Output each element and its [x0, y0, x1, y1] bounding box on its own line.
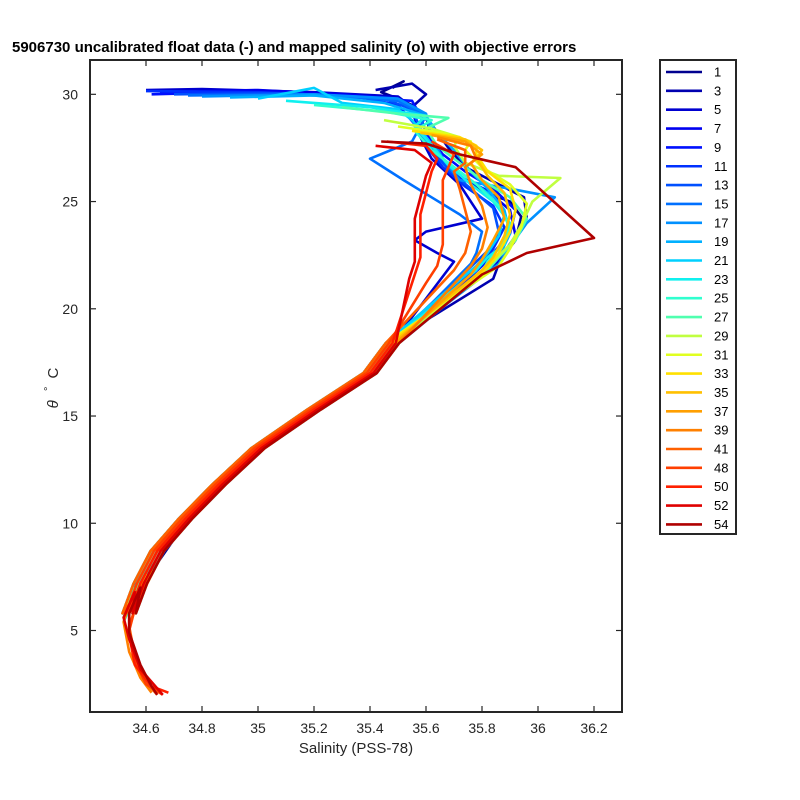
- legend-label-41: 41: [714, 442, 728, 457]
- y-tick-label: 20: [62, 301, 78, 317]
- legend-label-52: 52: [714, 498, 728, 513]
- x-tick-label: 35.4: [356, 720, 383, 736]
- x-axis-ticks: 34.6 34.8 35 35.2 35.4 35.6 35.8 36 36.2: [132, 60, 608, 736]
- series-lines: [121, 80, 596, 696]
- y-tick-label: 5: [70, 623, 78, 639]
- y-tick-label: 10: [62, 515, 78, 531]
- x-tick-label: 35: [250, 720, 266, 736]
- x-axis-label: Salinity (PSS-78): [299, 740, 413, 757]
- legend-label-25: 25: [714, 291, 728, 306]
- y-tick-label: 15: [62, 408, 78, 424]
- legend-items: 1357911131517192123252729313335373941485…: [666, 65, 728, 532]
- y-axis-ticks: 5 10 15 20 25 30: [62, 86, 622, 639]
- legend-label-35: 35: [714, 385, 728, 400]
- legend-label-17: 17: [714, 215, 728, 230]
- legend-label-23: 23: [714, 272, 728, 287]
- chart-title: 5906730 uncalibrated float data (-) and …: [12, 39, 576, 56]
- legend-label-50: 50: [714, 479, 728, 494]
- legend: 1357911131517192123252729313335373941485…: [659, 59, 737, 535]
- x-tick-label: 36: [530, 720, 546, 736]
- x-tick-label: 35.2: [300, 720, 327, 736]
- plot-frame: [89, 59, 623, 713]
- legend-label-21: 21: [714, 253, 728, 268]
- legend-label-3: 3: [714, 83, 721, 98]
- x-tick-label: 36.2: [580, 720, 607, 736]
- legend-label-39: 39: [714, 423, 728, 438]
- y-axis-label-symbol: θ: [45, 400, 62, 408]
- legend-label-13: 13: [714, 178, 728, 193]
- y-axis-label: θ ° C: [39, 367, 62, 408]
- legend-label-5: 5: [714, 102, 721, 117]
- legend-label-31: 31: [714, 347, 728, 362]
- legend-label-54: 54: [714, 517, 728, 532]
- series-line-52: [122, 144, 433, 696]
- x-tick-label: 34.6: [132, 720, 159, 736]
- legend-label-7: 7: [714, 121, 721, 136]
- y-axis-label-unit: C: [45, 367, 62, 378]
- svg-text:θ ° C: θ ° C: [39, 367, 62, 408]
- legend-label-11: 11: [714, 159, 728, 174]
- legend-label-15: 15: [714, 196, 728, 211]
- x-tick-label: 34.8: [188, 720, 215, 736]
- legend-label-19: 19: [714, 234, 728, 249]
- legend-label-9: 9: [714, 140, 721, 155]
- legend-label-1: 1: [714, 65, 721, 80]
- series-line-54: [127, 140, 596, 696]
- legend-label-48: 48: [714, 460, 728, 475]
- y-tick-label: 30: [62, 86, 78, 102]
- y-tick-label: 25: [62, 194, 78, 210]
- x-tick-label: 35.8: [468, 720, 495, 736]
- legend-label-37: 37: [714, 404, 728, 419]
- legend-label-29: 29: [714, 328, 728, 343]
- y-axis-label-degree: °: [43, 387, 55, 391]
- legend-label-33: 33: [714, 366, 728, 381]
- legend-label-27: 27: [714, 310, 728, 325]
- x-tick-label: 35.6: [412, 720, 439, 736]
